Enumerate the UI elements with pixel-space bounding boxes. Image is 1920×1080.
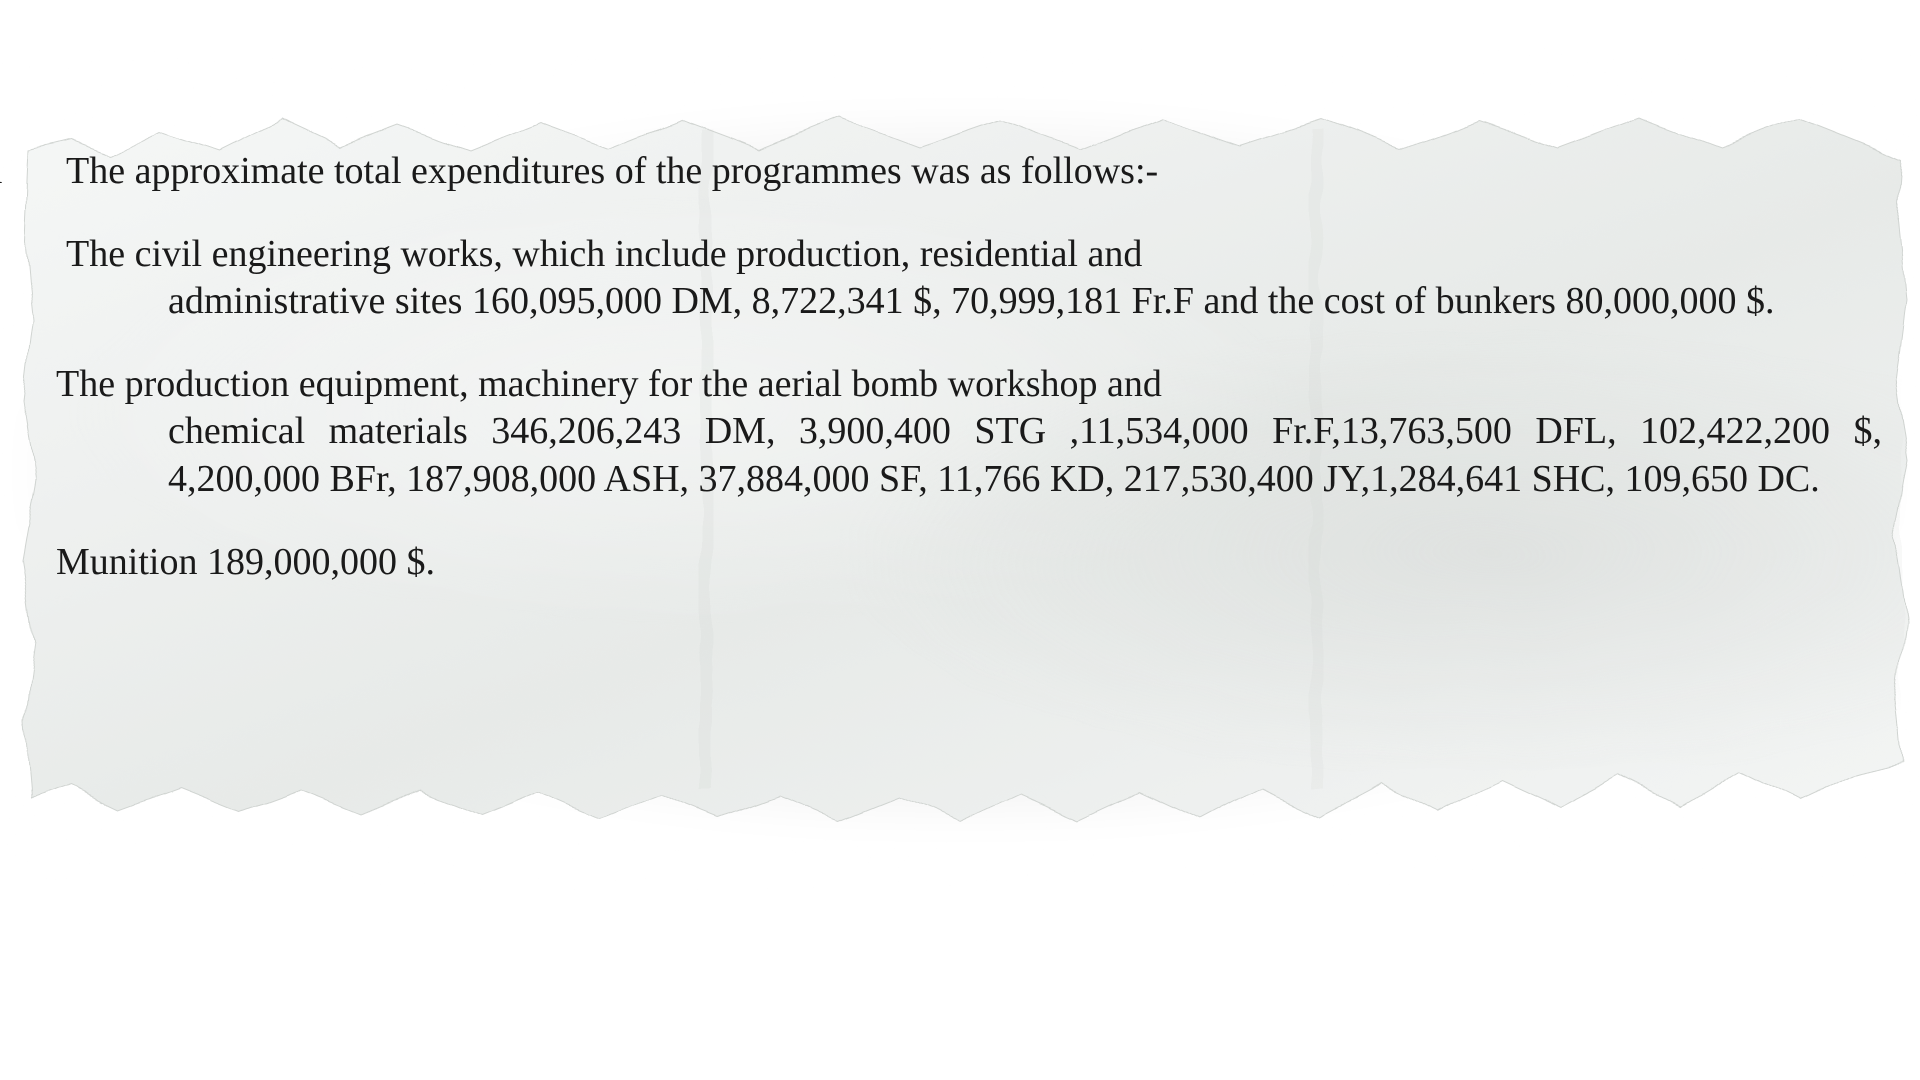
- entry-body: administrative sites 160,095,000 DM, 8,7…: [38, 278, 1882, 325]
- entry-lead: The production equipment, machinery for …: [56, 363, 1162, 405]
- entry-text: The approximate total expenditures of th…: [66, 150, 1158, 192]
- document-text: 1.3.1The approximate total expenditures …: [38, 148, 1882, 586]
- document-stage: 1.3.1The approximate total expenditures …: [0, 0, 1920, 1080]
- entry-1-3-1-2: 1.3.1.2.The production equipment, machin…: [38, 361, 1882, 502]
- entry-1-3-1-3: 1.3.1.3.Munition 189,000,000 $.: [38, 539, 1882, 586]
- entry-1-3-1: 1.3.1The approximate total expenditures …: [38, 148, 1882, 195]
- entry-lead: The civil engineering works, which inclu…: [66, 233, 1142, 275]
- entry-1-3-1-1: 1.3.1.1The civil engineering works, whic…: [38, 231, 1882, 325]
- entry-text: Munition 189,000,000 $.: [56, 541, 435, 583]
- entry-body: chemical materials 346,206,243 DM, 3,900…: [38, 408, 1882, 502]
